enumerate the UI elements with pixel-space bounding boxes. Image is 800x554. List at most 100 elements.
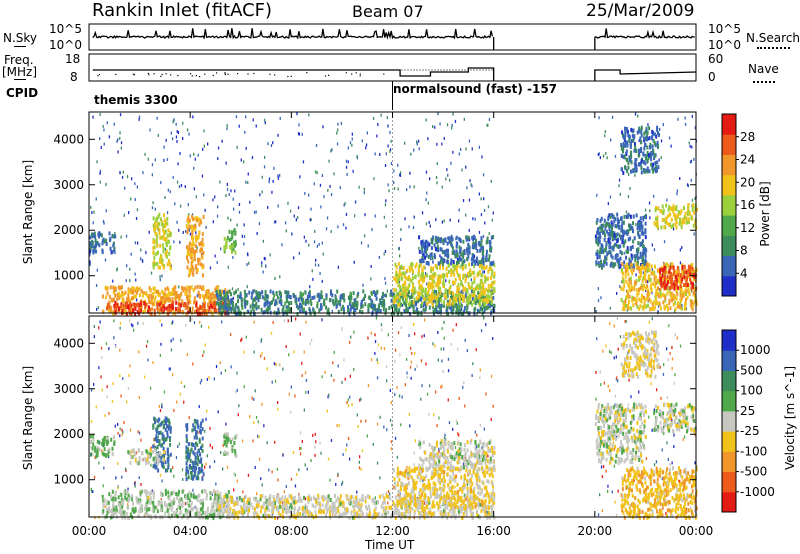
velocity-speckle (341, 480, 344, 484)
power-echo-cell (642, 244, 644, 248)
power-echo-cell (423, 248, 426, 253)
power-echo-cell (412, 288, 415, 293)
velocity-speckle (394, 392, 396, 396)
power-speckle (647, 123, 649, 127)
velocity-speckle (358, 460, 360, 464)
power-echo-cell (480, 266, 483, 271)
power-speckle (103, 128, 105, 132)
velocity-speckle (277, 401, 279, 404)
power-echo-cell (632, 169, 635, 174)
power-echo-cell (148, 300, 151, 305)
power-echo-cell (636, 293, 639, 298)
power-echo-cell (192, 288, 195, 293)
power-echo-cell (649, 142, 652, 147)
velocity-speckle (376, 376, 379, 380)
velocity-speckle (401, 395, 403, 399)
power-echo-cell (672, 302, 675, 307)
power-echo-cell (649, 277, 652, 282)
power-echo-cell (462, 288, 465, 293)
power-echo-cell (448, 236, 450, 241)
power-echo-cell (220, 290, 223, 295)
velocity-speckle (387, 501, 389, 505)
power-echo-cell (249, 304, 252, 309)
power-echo-cell (681, 221, 683, 226)
power-speckle (598, 116, 600, 120)
power-echo-cell (194, 223, 197, 228)
power-echo-cell (672, 265, 675, 270)
power-speckle (690, 159, 692, 163)
power-echo-cell (695, 301, 698, 306)
power-speckle (363, 187, 365, 191)
power-echo-cell (651, 144, 654, 149)
power-echo-cell (168, 258, 170, 263)
power-speckle (173, 118, 175, 122)
velocity-speckle (301, 374, 303, 378)
power-echo-cell (637, 291, 640, 296)
power-echo-cell (255, 290, 258, 295)
velocity-echo-cell (108, 447, 111, 452)
power-speckle (351, 143, 353, 147)
power-echo-cell (667, 263, 670, 268)
power-echo-cell (409, 295, 411, 300)
velocity-speckle (299, 332, 301, 336)
power-echo-cell (339, 302, 342, 307)
power-echo-cell (654, 153, 657, 158)
power-echo-cell (675, 296, 678, 301)
power-echo-cell (644, 156, 647, 161)
power-echo-cell (154, 222, 157, 226)
power-echo-cell (607, 223, 610, 228)
power-speckle (676, 189, 678, 193)
power-echo-cell (192, 247, 194, 252)
power-echo-cell (129, 299, 131, 304)
power-echo-cell (107, 302, 110, 307)
power-echo-cell (446, 253, 449, 258)
power-speckle (235, 115, 238, 119)
power-echo-cell (489, 240, 492, 245)
velocity-echo-cell (96, 439, 99, 444)
velocity-speckle (615, 355, 617, 359)
velocity-speckle (146, 340, 149, 343)
power-echo-cell (397, 297, 400, 302)
power-speckle (689, 160, 692, 164)
power-echo-cell (431, 280, 434, 285)
power-echo-cell (614, 262, 617, 267)
power-speckle (189, 154, 191, 158)
velocity-speckle (480, 329, 483, 333)
power-echo-cell (164, 300, 166, 305)
power-echo-cell (469, 297, 472, 302)
power-speckle (604, 227, 606, 231)
power-speckle (134, 241, 137, 245)
velocity-speckle (142, 321, 144, 325)
velocity-speckle (385, 365, 388, 369)
power-echo-cell (411, 276, 414, 281)
power-echo-cell (599, 218, 602, 223)
velocity-speckle (437, 358, 439, 362)
velocity-speckle (492, 404, 494, 408)
velocity-speckle (360, 397, 362, 401)
velocity-speckle (273, 362, 275, 366)
velocity-speckle (653, 349, 655, 353)
power-speckle (135, 217, 138, 220)
power-speckle (195, 195, 197, 199)
power-echo-cell (462, 266, 464, 271)
power-speckle (481, 155, 483, 159)
velocity-speckle (104, 414, 106, 418)
velocity-speckle (319, 441, 321, 445)
velocity-speckle (690, 493, 692, 497)
power-speckle (117, 150, 119, 154)
power-speckle (413, 215, 415, 219)
power-echo-cell (241, 305, 244, 310)
power-echo-cell (595, 220, 598, 225)
power-echo-cell (353, 298, 356, 303)
power-speckle (660, 156, 662, 160)
power-echo-cell (482, 264, 485, 269)
velocity-speckle (180, 339, 182, 343)
power-echo-cell (630, 226, 633, 230)
power-echo-cell (450, 258, 453, 263)
power-echo-cell (625, 140, 627, 145)
power-echo-cell (403, 294, 406, 299)
power-echo-cell (192, 225, 195, 230)
power-echo-cell (622, 170, 625, 175)
velocity-speckle (440, 347, 442, 351)
power-echo-cell (655, 288, 658, 293)
